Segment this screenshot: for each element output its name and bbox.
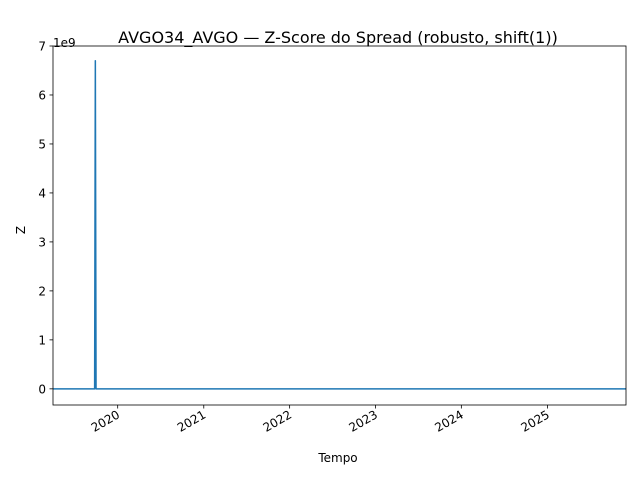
- y-tick-label: 5: [38, 137, 46, 151]
- x-tick-label: 2024: [432, 407, 465, 434]
- y-tick-label: 6: [38, 88, 46, 102]
- x-tick-label: 2022: [261, 407, 294, 434]
- x-tick-label: 2025: [518, 407, 551, 434]
- series-line-0: [53, 59, 626, 390]
- y-offset-label: 1e9: [53, 36, 76, 50]
- x-tick-label: 2020: [89, 407, 122, 434]
- plot-frame: [52, 45, 627, 406]
- y-tick-label: 2: [38, 284, 46, 298]
- y-tick-label: 4: [38, 186, 46, 200]
- y-axis-label: Z: [14, 226, 28, 234]
- x-axis-label: Tempo: [317, 451, 357, 465]
- y-tick-label: 7: [38, 40, 46, 54]
- y-tick-label: 1: [38, 333, 46, 347]
- y-tick-label: 3: [38, 235, 46, 249]
- plot-area: 0 1 2 3 4 5 6 7 2020 2021 2022 2023 2024 2025: [38, 40, 627, 435]
- x-tick-label: 2021: [175, 407, 208, 434]
- x-tick-label: 2023: [347, 407, 380, 434]
- chart-title: AVGO34_AVGO — Z-Score do Spread (robusto…: [118, 28, 558, 48]
- y-tick-label: 0: [38, 382, 46, 396]
